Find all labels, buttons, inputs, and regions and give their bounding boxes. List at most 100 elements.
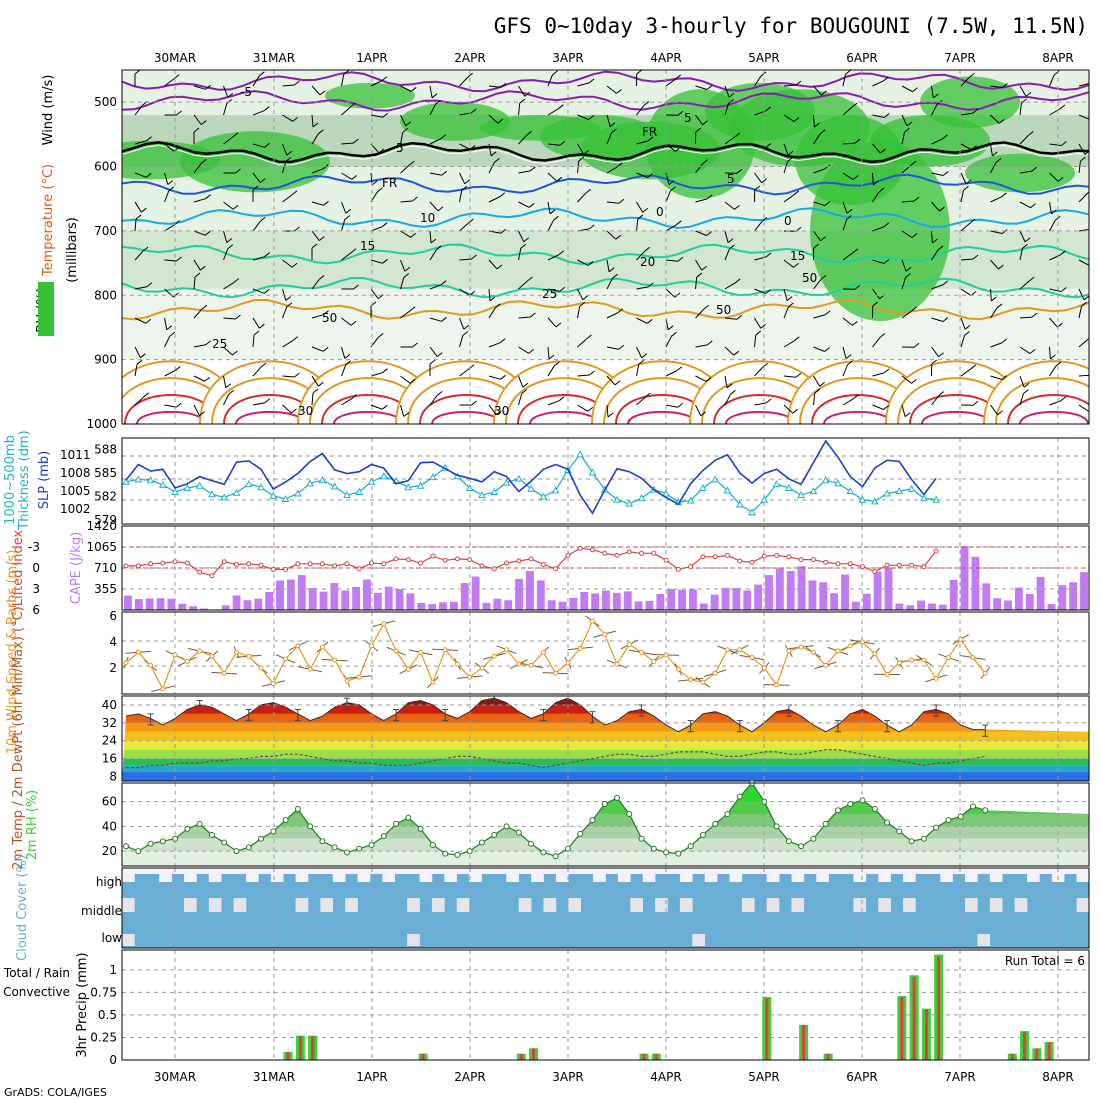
wind-speed-point (442, 647, 448, 653)
wind-barb (429, 346, 438, 357)
wind-barb (842, 364, 848, 377)
wind-barb-flag (205, 194, 211, 200)
wind-barb (370, 288, 379, 299)
wind-speed-point (737, 647, 743, 653)
wind-barb-flag (931, 359, 938, 365)
wind-barb (252, 288, 265, 294)
wind-barb-flag (675, 74, 682, 80)
contour-label: 50 (716, 303, 731, 317)
pressure-tick: 900 (94, 353, 117, 367)
cape-tick: 355 (94, 582, 117, 596)
rh-point (687, 843, 694, 850)
wind-barb (783, 194, 795, 203)
wind-barb (547, 201, 551, 214)
wind-barb-flag (586, 334, 592, 340)
wind-barb-flag (381, 76, 388, 82)
lifted-index-point (577, 545, 583, 551)
wind-barb-flag (1090, 116, 1095, 120)
wind-barb (164, 404, 177, 408)
wind-barb (1049, 74, 1055, 87)
wind-barb-flag (291, 408, 297, 414)
wind-barb-flag (350, 320, 357, 326)
wind-barb (164, 143, 175, 152)
wind-barb (577, 114, 589, 120)
wind-barb (872, 288, 880, 300)
wind-barb-flag (585, 188, 591, 194)
cloud-high-gap (841, 868, 854, 874)
wind-barb (1049, 220, 1056, 232)
wind-barb-flag (942, 280, 949, 286)
wind-barb (842, 172, 854, 180)
wind-barb-flag (1057, 176, 1064, 182)
wind-barb-flag (733, 350, 740, 356)
wind-barb (606, 375, 616, 386)
cloud-high-gap (407, 868, 420, 874)
wind-barb (400, 200, 413, 203)
wind-barb-flag (793, 117, 800, 122)
wind-barb (636, 346, 643, 359)
cape-bar (428, 604, 437, 610)
wind-barb-flag (726, 383, 733, 389)
wind-barb (164, 78, 175, 87)
wind-barb-flag (291, 262, 298, 268)
wind-barb (400, 375, 411, 384)
wind-barb-flag (405, 121, 412, 127)
thickness-point (122, 477, 130, 485)
wind-barb-flag (141, 207, 147, 213)
cloud-high-gap (531, 868, 544, 882)
wind-barb (1019, 346, 1031, 354)
wind-barb (931, 249, 939, 261)
convective-bar (421, 1053, 425, 1060)
wind-barb-flag (646, 319, 653, 324)
wind-barb (665, 288, 676, 298)
cloud-middle-gap (853, 898, 867, 912)
wind-barb-flag (461, 185, 468, 191)
wind-barb (636, 172, 648, 178)
wind-barb (282, 143, 288, 156)
wind-barb (901, 114, 908, 127)
wind-barb (665, 404, 678, 408)
wind-speed-point (270, 681, 276, 687)
wind-barb-flag (904, 127, 910, 133)
li-tick: 0 (32, 561, 40, 575)
wind-barb-flag (344, 354, 351, 359)
cloud-low-gap (977, 934, 991, 946)
wind-barb-flag (706, 85, 713, 90)
rh-point (577, 830, 584, 837)
wind-barb (842, 346, 847, 359)
rh-point (184, 825, 191, 832)
lifted-index-point (467, 557, 473, 563)
wind-speed-point (356, 674, 362, 680)
wind-barb (990, 259, 999, 270)
wind-speed-point (221, 670, 227, 676)
wind-barb (134, 172, 147, 178)
wind-barb-flag (291, 190, 298, 196)
wind-barb (901, 404, 906, 417)
rh-point (429, 841, 436, 848)
lifted-index-point (737, 558, 743, 564)
wind-barb-flag (429, 359, 436, 365)
wind-barb-flag (403, 273, 410, 278)
wind-barb (193, 198, 206, 203)
rh-band (122, 838, 1089, 852)
wind-barb (252, 75, 260, 87)
run-total-label: Run Total = 6 (1005, 954, 1085, 968)
wind-barb-flag (264, 142, 270, 148)
cloud-high-gap (952, 868, 966, 874)
wind-barb-flag (821, 90, 827, 96)
thickness-point (294, 489, 302, 497)
wind-barb-flag (1001, 375, 1008, 380)
wind-barb (931, 317, 944, 322)
wind-barb (636, 364, 640, 377)
wind-barb (488, 162, 495, 174)
wind-barb (311, 133, 319, 145)
wind-barb-flag (520, 243, 527, 249)
precip-axis-title: 3hr Precip (mm) (75, 952, 90, 1057)
wind-barb-flag (468, 218, 474, 224)
wind-barb-flag (556, 176, 563, 182)
rh-band (122, 813, 1089, 827)
cloud-middle-gap (295, 898, 309, 912)
wind-barb (282, 194, 293, 203)
pressure-axis-title: (millibars) (65, 217, 80, 283)
wind-barb-flag (702, 120, 708, 126)
